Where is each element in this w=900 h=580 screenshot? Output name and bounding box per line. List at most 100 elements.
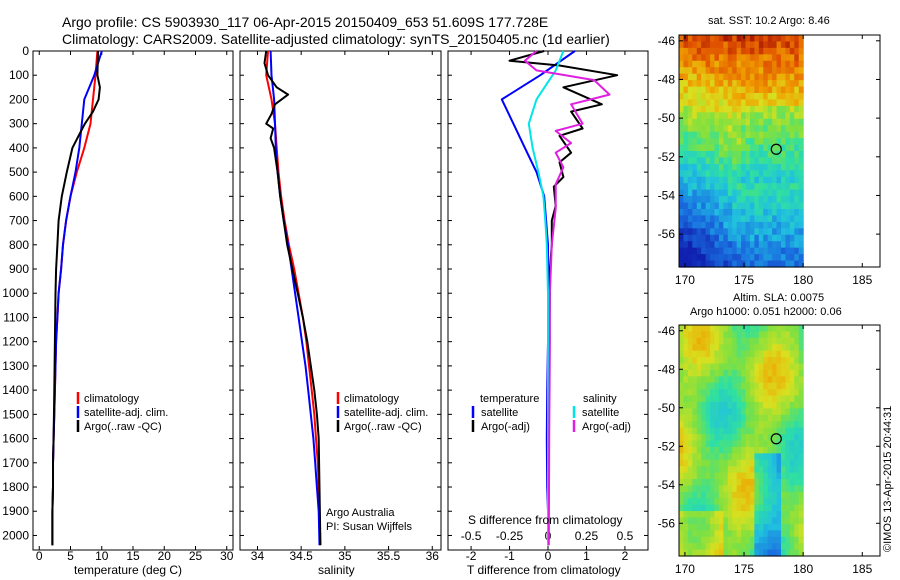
map-cell <box>679 485 685 493</box>
map-cell <box>696 485 702 493</box>
difference-depth-ticks <box>448 50 648 536</box>
map-cell <box>683 54 689 62</box>
map-cell <box>714 247 720 255</box>
map-cell <box>794 363 800 371</box>
map-cell <box>714 138 720 146</box>
series-line-argo-raw-qc- <box>263 50 322 546</box>
map-cell <box>758 414 764 422</box>
map-cell <box>758 241 764 249</box>
map-cell <box>767 446 773 454</box>
map-cell <box>776 99 782 107</box>
map-cell <box>745 54 751 62</box>
map-cell <box>772 337 778 345</box>
map-cell <box>718 389 724 397</box>
map-cell <box>679 60 685 68</box>
map-cell <box>772 35 778 43</box>
map-cell <box>789 498 795 506</box>
map-cell <box>679 357 685 365</box>
map-cell <box>745 389 751 397</box>
map-cell <box>710 254 716 262</box>
map-cell <box>741 472 747 480</box>
sla-heatmap <box>679 325 804 557</box>
map-cell <box>679 491 685 499</box>
map-cell <box>767 202 773 210</box>
map-cell <box>714 41 720 49</box>
map-cell <box>754 344 760 352</box>
map-cell <box>763 125 769 133</box>
map-cell <box>723 215 729 223</box>
map-cell <box>745 530 751 538</box>
map-cell <box>745 511 751 519</box>
map-cell <box>745 157 751 165</box>
map-cell <box>687 254 693 262</box>
map-cell <box>683 408 689 416</box>
map-cell <box>696 459 702 467</box>
map-cell <box>776 170 782 178</box>
map-cell <box>763 47 769 55</box>
header-line-2: Climatology: CARS2009. Satellite-adjuste… <box>62 31 610 47</box>
map-cell <box>776 41 782 49</box>
map-cell <box>749 369 755 377</box>
map-cell <box>718 331 724 339</box>
map-cell <box>683 260 689 268</box>
map-cell <box>692 440 698 448</box>
map-cell <box>705 479 711 487</box>
map-cell <box>785 440 791 448</box>
map-cell <box>687 241 693 249</box>
map-cell <box>732 209 738 217</box>
x-tick-label: 20 <box>158 549 172 563</box>
map-cell <box>683 105 689 113</box>
map-cell <box>705 157 711 165</box>
map-cell <box>705 54 711 62</box>
map-cell <box>763 151 769 159</box>
map-cell <box>710 549 716 557</box>
map-cell <box>745 536 751 544</box>
map-cell <box>718 138 724 146</box>
map-cell <box>767 357 773 365</box>
map-cell <box>758 215 764 223</box>
map-cell <box>679 504 685 512</box>
map-cell <box>794 247 800 255</box>
map-cell <box>683 157 689 165</box>
map-cell <box>687 536 693 544</box>
map-cell <box>745 80 751 88</box>
map-cell <box>727 549 733 557</box>
x-tick-label: 10 <box>95 549 109 563</box>
sla-map-title: Altim. SLA: 0.0075 <box>733 292 824 304</box>
map-cell <box>683 189 689 197</box>
map-cell <box>772 344 778 352</box>
map-cell <box>789 157 795 165</box>
map-cell <box>679 344 685 352</box>
map-cell <box>754 395 760 403</box>
map-cell <box>696 105 702 113</box>
map-cell <box>723 209 729 217</box>
map-cell <box>687 176 693 184</box>
map-cell <box>741 93 747 101</box>
map-cell <box>741 382 747 390</box>
map-cell <box>696 498 702 506</box>
map-cell <box>789 427 795 435</box>
depth-tick-label: 1000 <box>2 286 29 300</box>
map-cell <box>705 176 711 184</box>
map-cell <box>745 138 751 146</box>
map-cell <box>679 228 685 236</box>
map-cell <box>714 60 720 68</box>
map-cell <box>785 427 791 435</box>
map-cell <box>785 247 791 255</box>
map-cell <box>785 215 791 223</box>
map-cell <box>710 427 716 435</box>
map-cell <box>687 157 693 165</box>
map-cell <box>763 357 769 365</box>
map-cell <box>714 176 720 184</box>
map-cell <box>701 479 707 487</box>
s-tick-label: -0.25 <box>496 529 524 543</box>
map-cell <box>687 118 693 126</box>
map-cell <box>705 247 711 255</box>
map-cell <box>776 86 782 94</box>
map-cell <box>776 221 782 229</box>
map-cell <box>736 440 742 448</box>
map-cell <box>780 376 787 384</box>
map-cell <box>696 157 702 165</box>
map-cell <box>776 395 782 403</box>
map-cell <box>763 170 769 178</box>
